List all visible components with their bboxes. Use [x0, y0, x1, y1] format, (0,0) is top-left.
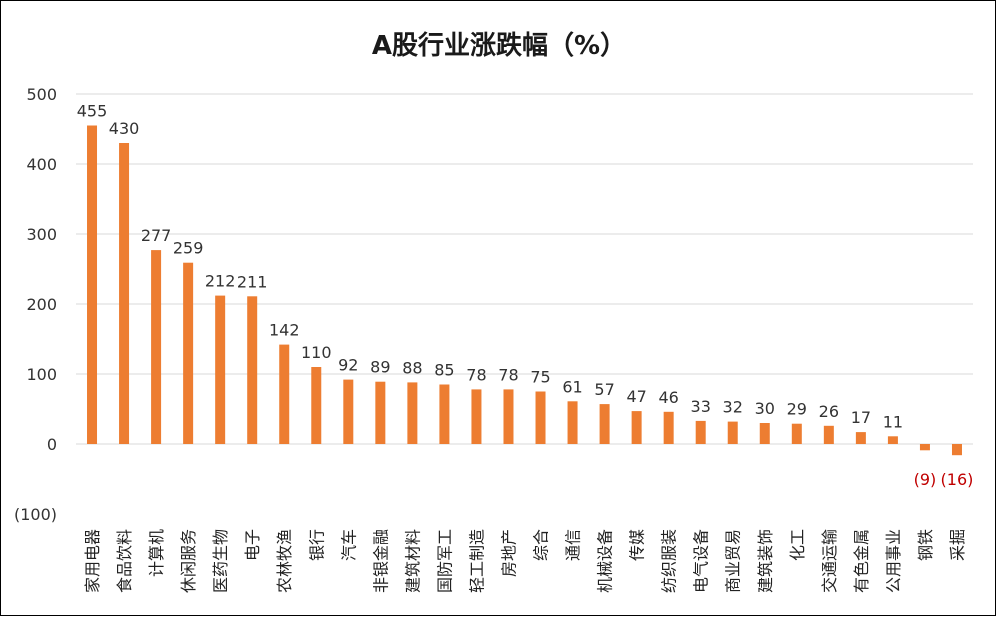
category-label: 钢铁	[916, 529, 935, 561]
category-label: 建筑材料	[403, 529, 422, 593]
data-label: 11	[883, 412, 903, 431]
bar	[599, 404, 610, 444]
bar	[695, 420, 706, 444]
data-label: 430	[109, 119, 140, 138]
data-label: 455	[77, 102, 108, 121]
bar	[407, 382, 418, 444]
category-label: 计算机	[147, 529, 166, 577]
y-tick-label: 200	[26, 295, 57, 314]
bar	[471, 389, 482, 444]
category-label: 公用事业	[884, 529, 903, 593]
data-label: 32	[723, 398, 743, 417]
bar	[727, 421, 738, 444]
category-label: 医药生物	[211, 529, 230, 593]
data-label: 57	[594, 380, 614, 399]
category-label: 通信	[564, 529, 583, 561]
category-label: 国防军工	[435, 529, 454, 593]
category-label: 电气设备	[692, 529, 711, 593]
category-label: 电子	[243, 529, 262, 561]
category-label: 房地产	[499, 529, 518, 577]
category-label: 银行	[307, 529, 326, 561]
y-tick-label: 500	[26, 85, 57, 104]
data-label: (9)	[914, 470, 937, 489]
y-tick-label: 300	[26, 225, 57, 244]
data-label: 78	[466, 365, 486, 384]
bar	[855, 432, 866, 444]
bar	[759, 423, 770, 444]
bar	[311, 367, 322, 444]
category-label: 轻工制造	[467, 529, 486, 593]
data-label: 46	[658, 388, 678, 407]
data-label: 33	[691, 397, 711, 416]
bar	[951, 444, 962, 456]
bar	[183, 262, 194, 444]
data-label: 110	[301, 343, 332, 362]
y-tick-label: 400	[26, 155, 57, 174]
data-label: 47	[626, 387, 646, 406]
data-label: 212	[205, 272, 236, 291]
category-label: 休闲服务	[179, 529, 198, 593]
bar	[663, 411, 674, 444]
bar	[247, 296, 258, 444]
data-label: 17	[851, 408, 871, 427]
y-tick-label: 0	[47, 435, 57, 454]
bar	[87, 125, 98, 444]
category-label: 综合	[532, 529, 551, 561]
y-tick-label: 100	[26, 365, 57, 384]
category-label: 建筑装饰	[756, 529, 775, 593]
category-label: 汽车	[339, 529, 358, 561]
category-label: 农林牧渔	[275, 529, 294, 593]
bar	[439, 384, 450, 444]
bar	[279, 344, 290, 444]
bar	[119, 143, 130, 444]
data-label: 259	[173, 239, 204, 258]
category-label: 机械设备	[596, 529, 615, 593]
category-label: 食品饮料	[115, 529, 134, 593]
data-label: (16)	[941, 470, 974, 489]
bar	[887, 436, 898, 444]
bar	[375, 381, 386, 444]
data-label: 89	[370, 358, 390, 377]
category-label: 交通运输	[820, 529, 839, 593]
bar	[215, 295, 226, 444]
data-label: 211	[237, 272, 268, 291]
data-label: 92	[338, 356, 358, 375]
bar	[631, 411, 642, 444]
bar	[791, 423, 802, 444]
data-label: 277	[141, 226, 172, 245]
data-label: 142	[269, 321, 300, 340]
data-label: 75	[530, 368, 550, 387]
data-label: 29	[787, 400, 807, 419]
bar	[567, 401, 578, 444]
category-label: 家用电器	[83, 529, 102, 593]
y-tick-label: (100)	[14, 505, 57, 524]
bar	[151, 250, 162, 444]
category-label: 非银金融	[371, 529, 390, 593]
data-label: 78	[498, 365, 518, 384]
bar	[503, 389, 514, 444]
chart-title: A股行业涨跌幅（%）	[371, 31, 627, 61]
category-label: 商业贸易	[724, 529, 743, 593]
category-label: 有色金属	[852, 529, 871, 593]
data-label: 88	[402, 358, 422, 377]
category-label: 传媒	[628, 529, 647, 561]
data-label: 26	[819, 402, 839, 421]
data-label: 30	[755, 399, 775, 418]
bar	[919, 444, 930, 451]
bar	[823, 425, 834, 444]
category-label: 采掘	[948, 529, 967, 561]
category-label: 纺织服装	[660, 529, 679, 593]
data-label: 61	[562, 377, 582, 396]
data-label: 85	[434, 361, 454, 380]
bar	[535, 391, 546, 444]
category-label: 化工	[788, 529, 807, 561]
bar	[343, 379, 354, 444]
